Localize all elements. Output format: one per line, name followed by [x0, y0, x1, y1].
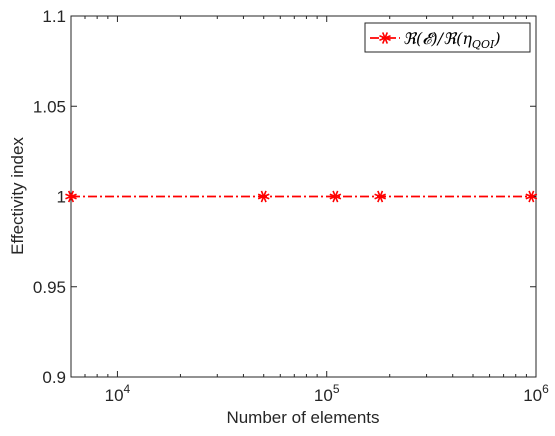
- data-point: [65, 190, 77, 203]
- legend-text-suffix: ): [493, 29, 500, 48]
- legend-entry: ℜ(𝓔)/ℜ(ηQOI): [403, 29, 501, 51]
- y-tick-label: 0.9: [42, 368, 66, 387]
- data-point: [329, 190, 342, 203]
- x-tick-label-exponent: 5: [333, 382, 340, 396]
- y-tick-label: 1: [57, 188, 66, 207]
- x-tick-label-exponent: 4: [124, 382, 131, 396]
- series: [65, 190, 538, 203]
- data-point: [374, 190, 386, 203]
- data-point-stroke: [257, 193, 270, 200]
- ticks: [70, 15, 537, 378]
- legend-text-subscript: QOI: [472, 38, 495, 51]
- legend: ℜ(𝓔)/ℜ(ηQOI): [364, 22, 531, 53]
- data-point: [525, 190, 538, 203]
- x-tick-label: 105: [314, 382, 340, 405]
- data-point-stroke: [65, 193, 77, 200]
- x-tick-label-base: 10: [314, 386, 333, 405]
- legend-marker: [379, 32, 391, 44]
- y-tick-label: 0.95: [33, 278, 66, 297]
- data-point-stroke: [525, 193, 538, 200]
- y-axis-label: Effectivity index: [8, 137, 27, 255]
- legend-marker-asterisk-stroke: [379, 34, 391, 42]
- y-tick-label: 1.05: [33, 97, 66, 116]
- data-point: [257, 190, 270, 203]
- data-point-stroke: [374, 193, 386, 200]
- data-point-stroke: [329, 193, 342, 200]
- x-tick-label-base: 10: [105, 386, 124, 405]
- y-tick-label: 1.1: [42, 7, 66, 26]
- x-tick-label-exponent: 6: [542, 382, 549, 396]
- x-tick-label-base: 10: [523, 386, 542, 405]
- x-tick-label: 106: [523, 382, 549, 405]
- x-tick-label: 104: [105, 382, 131, 405]
- legend-marker-asterisk: [379, 32, 391, 44]
- x-axis-label: Number of elements: [226, 408, 379, 427]
- legend-text-prefix: ℜ(𝓔)/ℜ(η: [403, 29, 472, 48]
